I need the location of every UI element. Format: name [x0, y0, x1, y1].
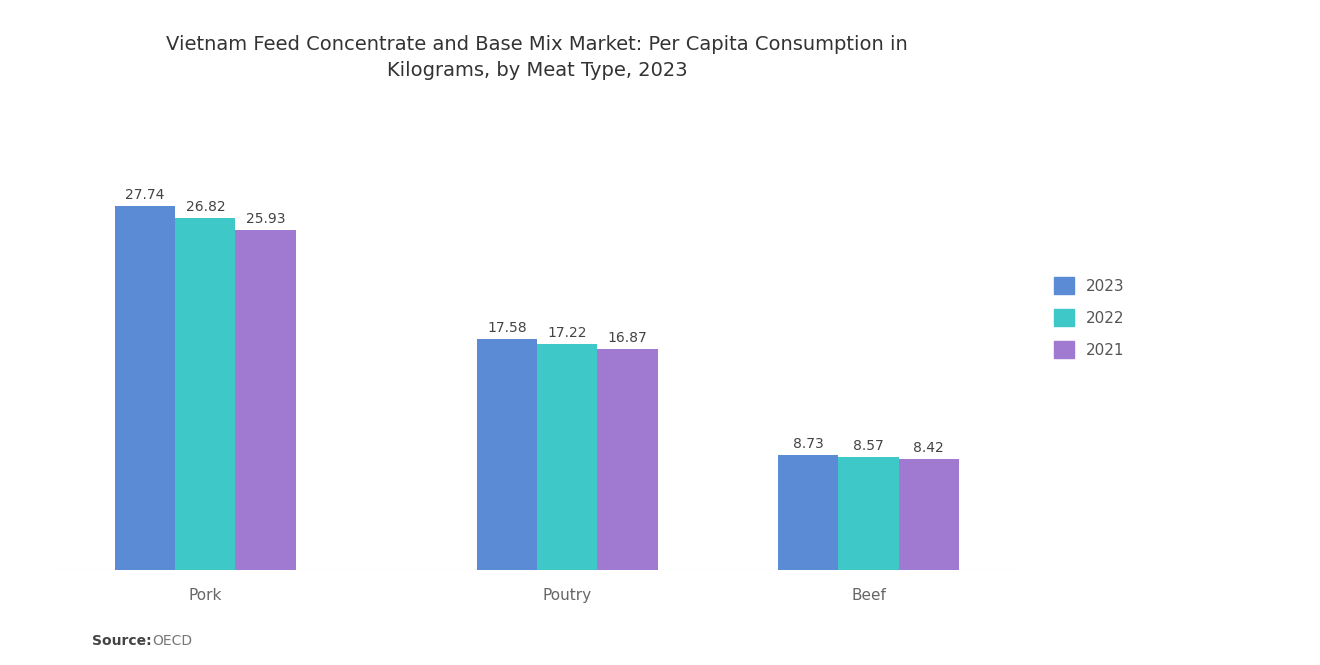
Text: 16.87: 16.87 — [607, 331, 647, 344]
Bar — [777, 456, 838, 570]
Text: 17.22: 17.22 — [548, 326, 587, 340]
Title: Vietnam Feed Concentrate and Base Mix Market: Per Capita Consumption in
Kilogram: Vietnam Feed Concentrate and Base Mix Ma… — [166, 35, 908, 80]
Text: OECD: OECD — [152, 634, 191, 648]
Bar — [899, 460, 960, 570]
Text: 8.57: 8.57 — [853, 440, 884, 454]
Text: Source:: Source: — [92, 634, 152, 648]
Legend: 2023, 2022, 2021: 2023, 2022, 2021 — [1047, 269, 1133, 365]
Bar — [235, 230, 296, 570]
Bar — [597, 348, 657, 570]
Text: 26.82: 26.82 — [186, 200, 226, 214]
Bar — [115, 206, 176, 570]
Bar — [176, 218, 235, 570]
Text: 8.42: 8.42 — [913, 442, 944, 456]
Bar — [477, 339, 537, 570]
Bar — [838, 458, 899, 570]
Text: 8.73: 8.73 — [793, 438, 824, 452]
Text: 27.74: 27.74 — [125, 188, 165, 202]
Text: 17.58: 17.58 — [487, 321, 527, 335]
Text: 25.93: 25.93 — [246, 212, 285, 226]
Bar — [537, 344, 597, 570]
